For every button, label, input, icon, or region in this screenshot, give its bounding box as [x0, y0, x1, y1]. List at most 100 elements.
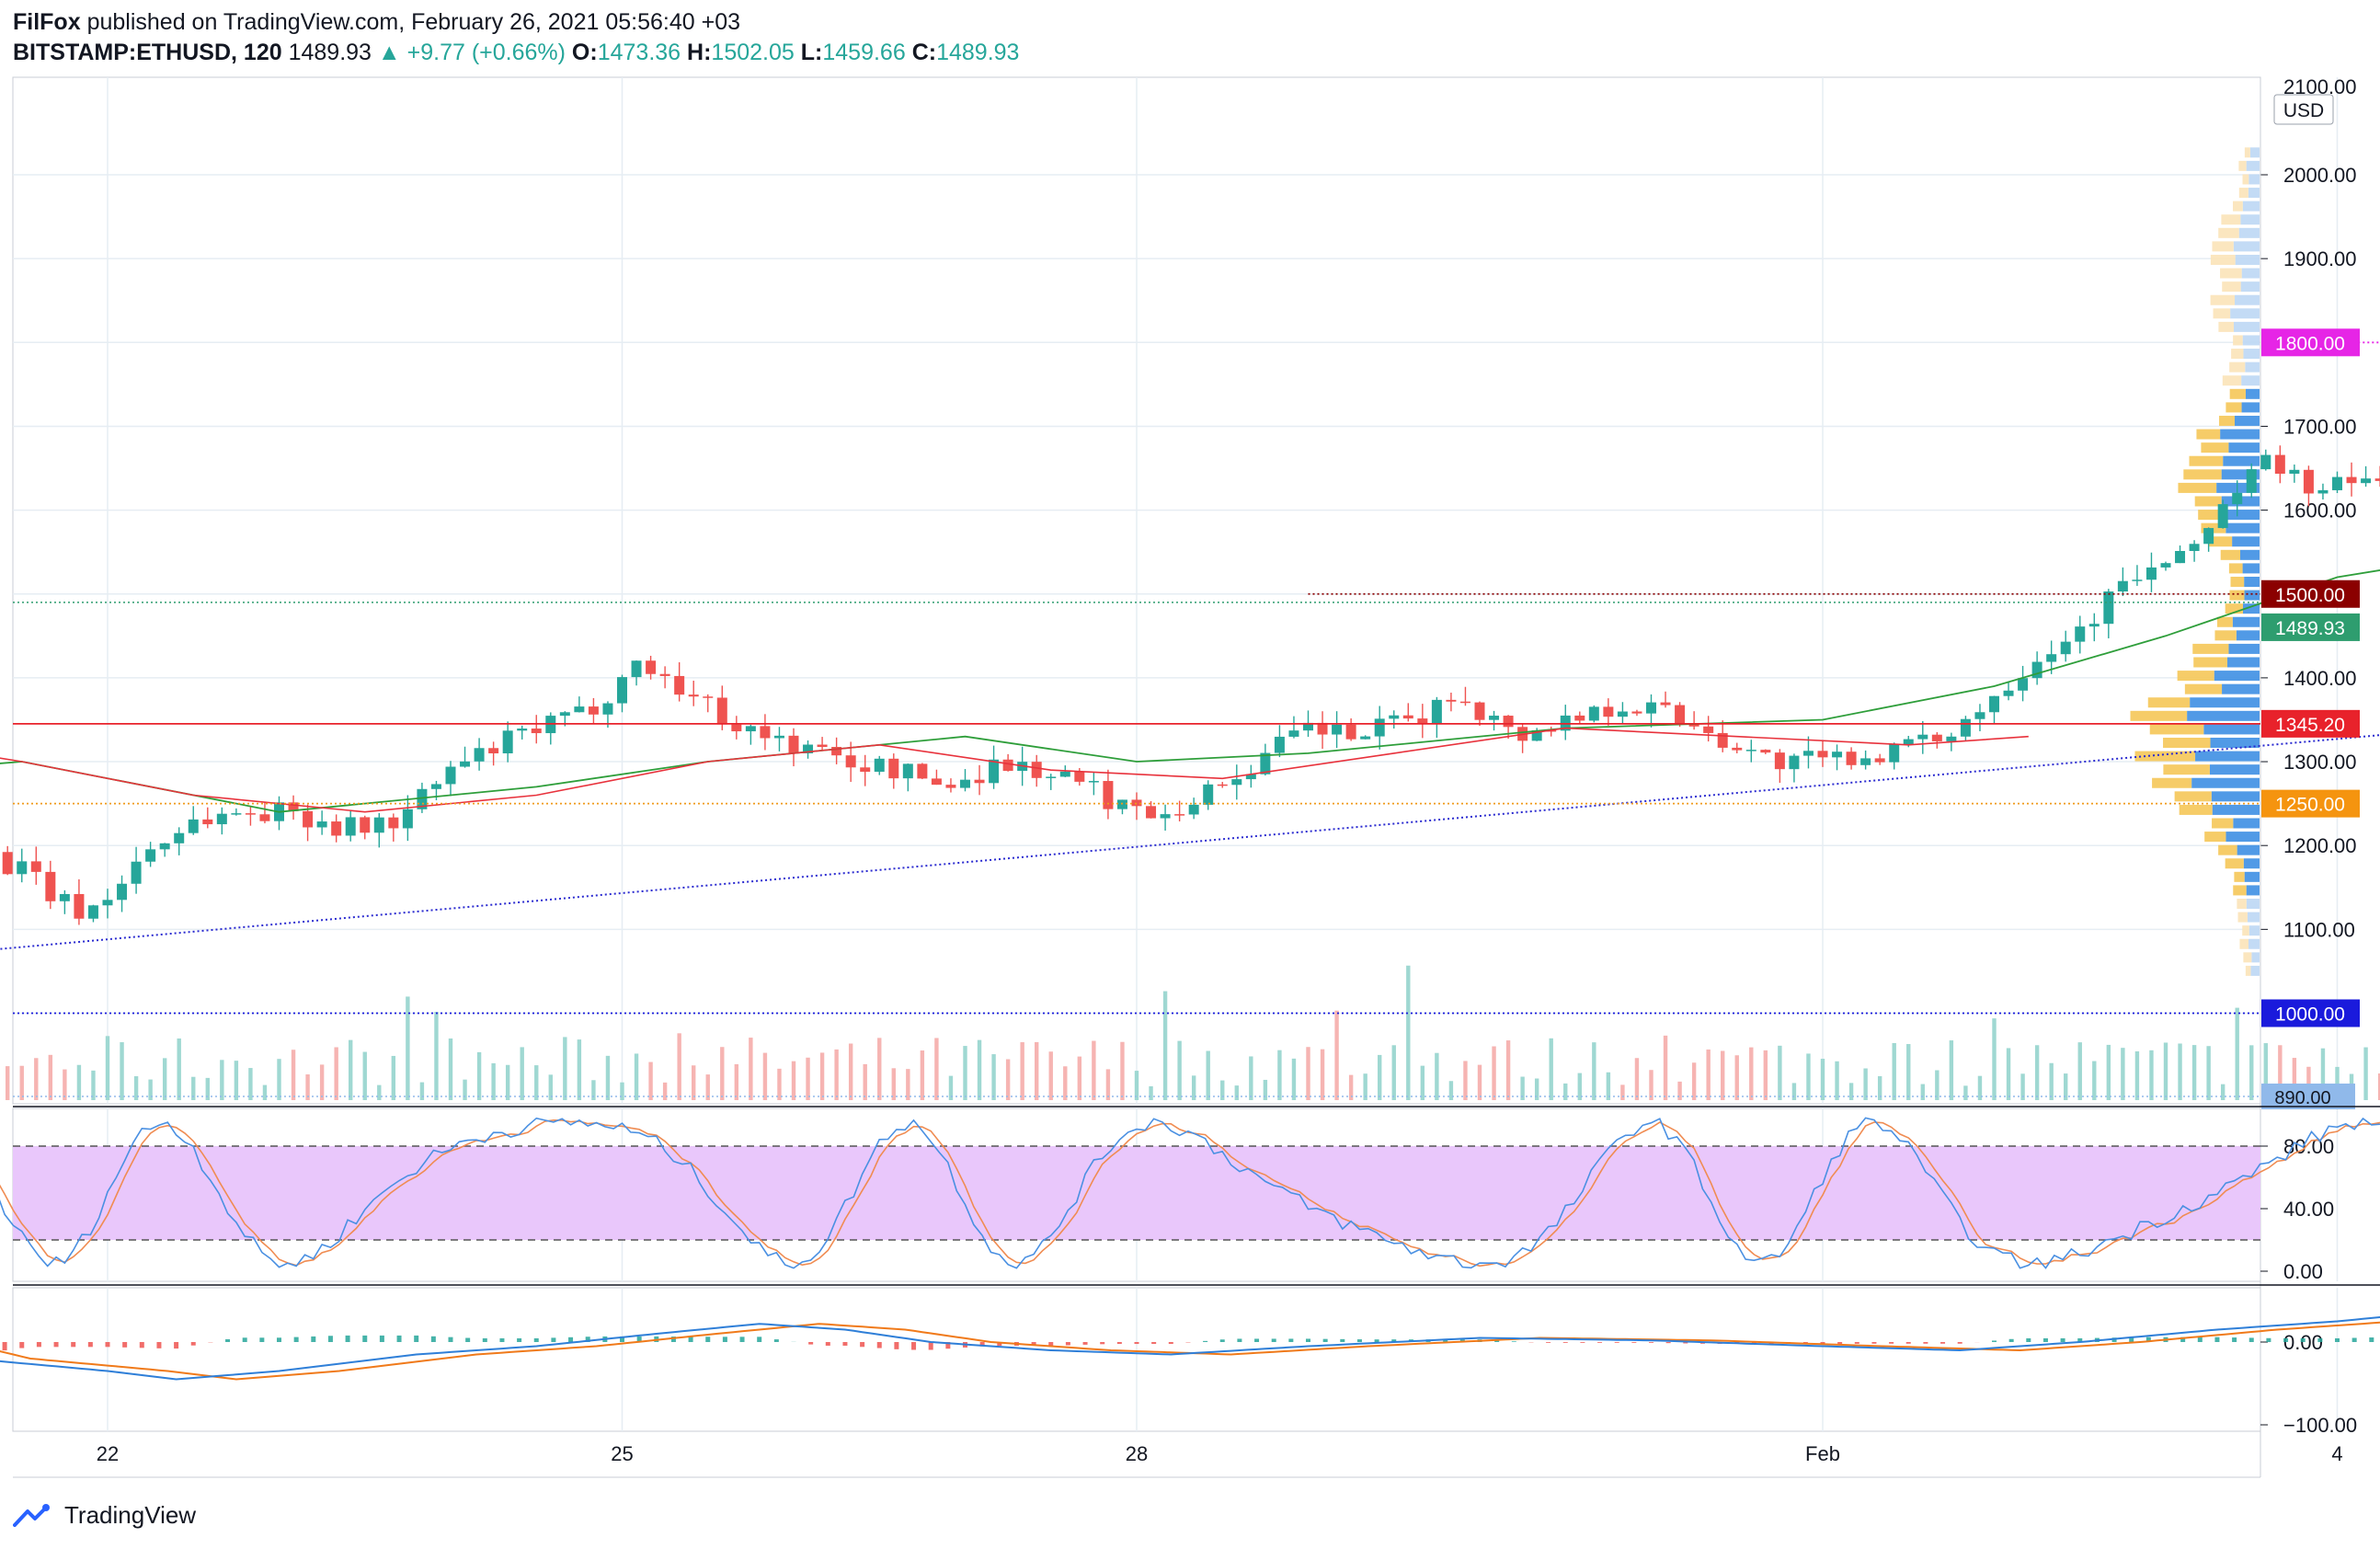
- candle-body[interactable]: [59, 893, 70, 901]
- candle-body[interactable]: [502, 730, 513, 754]
- candle-body[interactable]: [1574, 715, 1585, 721]
- candle-body[interactable]: [1332, 724, 1343, 735]
- candle-body[interactable]: [2260, 454, 2271, 470]
- candle-body[interactable]: [1631, 711, 1642, 714]
- candle-body[interactable]: [646, 660, 657, 674]
- candle-body[interactable]: [902, 763, 913, 779]
- candle-body[interactable]: [1688, 723, 1699, 727]
- candle-body[interactable]: [430, 784, 441, 789]
- candle-body[interactable]: [2145, 567, 2157, 580]
- candle-body[interactable]: [1345, 724, 1356, 740]
- candle-body[interactable]: [2103, 591, 2114, 625]
- candle-body[interactable]: [331, 821, 342, 836]
- candle-body[interactable]: [2160, 563, 2171, 568]
- candle-body[interactable]: [703, 696, 714, 698]
- candle-body[interactable]: [102, 900, 113, 906]
- candle-body[interactable]: [559, 712, 570, 717]
- candle-body[interactable]: [917, 763, 928, 779]
- candle-body[interactable]: [1046, 776, 1057, 778]
- candle-body[interactable]: [1732, 747, 1743, 751]
- candle-body[interactable]: [2317, 489, 2329, 494]
- tradingview-brand[interactable]: TradingView: [13, 1501, 196, 1530]
- candle-body[interactable]: [888, 758, 899, 779]
- candle-body[interactable]: [159, 843, 170, 850]
- candle-body[interactable]: [1660, 702, 1671, 706]
- candle-body[interactable]: [2046, 654, 2057, 662]
- candle-body[interactable]: [1989, 695, 1999, 713]
- candle-body[interactable]: [1374, 718, 1385, 737]
- candle-body[interactable]: [2361, 478, 2372, 484]
- candle-body[interactable]: [216, 813, 227, 825]
- candle-body[interactable]: [1946, 736, 1957, 741]
- candle-body[interactable]: [2003, 690, 2014, 696]
- candle-body[interactable]: [288, 802, 299, 811]
- candle-body[interactable]: [2132, 579, 2143, 581]
- candle-body[interactable]: [1459, 701, 1470, 704]
- candle-body[interactable]: [531, 729, 542, 734]
- candle-body[interactable]: [2289, 469, 2300, 474]
- candle-body[interactable]: [602, 703, 613, 715]
- candle-body[interactable]: [1074, 771, 1085, 782]
- candle-body[interactable]: [117, 883, 128, 901]
- candle-body[interactable]: [2232, 492, 2243, 505]
- candle-body[interactable]: [1245, 774, 1256, 780]
- candle-body[interactable]: [188, 819, 199, 833]
- candle-body[interactable]: [574, 706, 585, 713]
- candle-body[interactable]: [831, 747, 842, 756]
- candle-body[interactable]: [674, 675, 685, 695]
- candle-body[interactable]: [231, 813, 242, 815]
- candle-body[interactable]: [2, 852, 13, 875]
- candle-body[interactable]: [2175, 551, 2186, 564]
- candle-body[interactable]: [931, 778, 942, 786]
- moving-average-green[interactable]: [0, 242, 2380, 813]
- candle-body[interactable]: [1774, 752, 1785, 770]
- candle-body[interactable]: [1174, 814, 1185, 816]
- candle-body[interactable]: [617, 677, 627, 704]
- candle-body[interactable]: [1745, 750, 1756, 752]
- candle-body[interactable]: [488, 748, 499, 754]
- candle-body[interactable]: [1402, 715, 1413, 719]
- candle-body[interactable]: [1846, 752, 1857, 765]
- candle-body[interactable]: [316, 821, 327, 828]
- candle-body[interactable]: [989, 759, 1000, 784]
- candle-body[interactable]: [745, 726, 756, 732]
- candle-body[interactable]: [1288, 730, 1299, 737]
- candle-body[interactable]: [860, 767, 871, 773]
- candle-body[interactable]: [2075, 626, 2086, 642]
- candle-body[interactable]: [1675, 705, 1686, 724]
- candle-body[interactable]: [245, 813, 256, 815]
- candle-body[interactable]: [659, 673, 670, 676]
- author-name[interactable]: FilFox: [13, 9, 81, 35]
- candle-body[interactable]: [1917, 734, 1928, 740]
- candle-body[interactable]: [2031, 661, 2042, 679]
- candle-body[interactable]: [1231, 779, 1242, 786]
- candle-body[interactable]: [1274, 736, 1285, 753]
- candle-body[interactable]: [1088, 781, 1099, 783]
- moving-average-red[interactable]: [0, 727, 2029, 813]
- currency-box[interactable]: [2273, 94, 2334, 125]
- candle-body[interactable]: [303, 810, 314, 828]
- candle-body[interactable]: [1303, 722, 1313, 731]
- candle-body[interactable]: [74, 893, 85, 919]
- candle-body[interactable]: [974, 779, 985, 784]
- candle-body[interactable]: [460, 761, 471, 767]
- candle-body[interactable]: [1617, 711, 1628, 717]
- candle-body[interactable]: [17, 861, 28, 875]
- candle-body[interactable]: [716, 697, 727, 725]
- candle-body[interactable]: [1031, 762, 1042, 778]
- candle-body[interactable]: [474, 748, 485, 762]
- candle-body[interactable]: [2274, 454, 2285, 474]
- candle-body[interactable]: [2018, 678, 2029, 691]
- candle-body[interactable]: [1588, 706, 1599, 721]
- candle-body[interactable]: [1203, 784, 1214, 805]
- candle-body[interactable]: [1832, 752, 1843, 758]
- candle-body[interactable]: [760, 726, 771, 739]
- candle-body[interactable]: [1417, 718, 1428, 724]
- candle-body[interactable]: [1603, 706, 1614, 717]
- candle-body[interactable]: [87, 905, 98, 919]
- candle-body[interactable]: [1931, 734, 1942, 741]
- candle-body[interactable]: [2117, 580, 2128, 592]
- candle-body[interactable]: [445, 766, 456, 785]
- candle-body[interactable]: [945, 785, 956, 788]
- candle-body[interactable]: [202, 819, 213, 825]
